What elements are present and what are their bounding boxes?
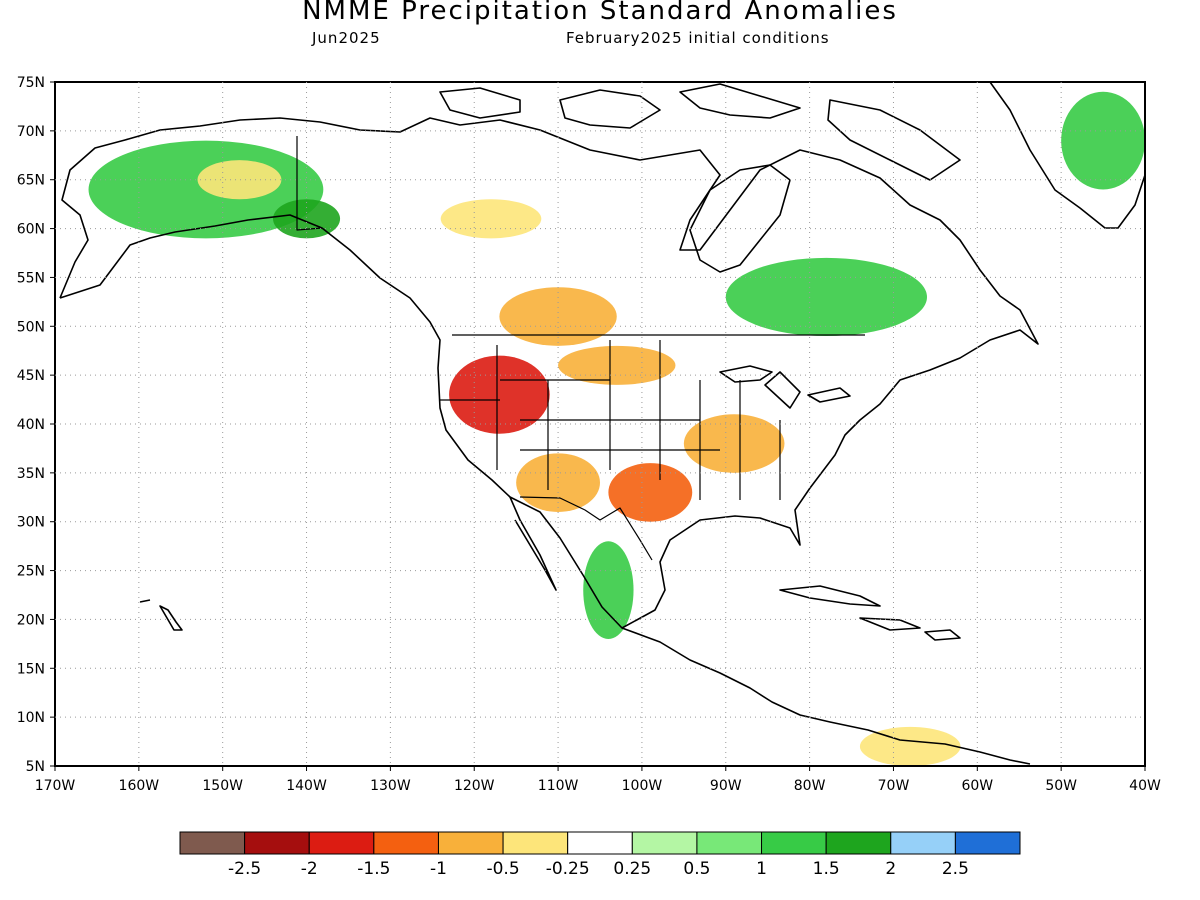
legend-swatch xyxy=(761,831,827,855)
baja-coast xyxy=(509,496,557,591)
lon-tick-label: 130W xyxy=(370,778,411,794)
anomaly-region xyxy=(725,257,928,337)
lon-tick-label: 110W xyxy=(538,778,579,794)
lon-tick-label: 100W xyxy=(622,778,663,794)
lon-tick-label: 160W xyxy=(119,778,160,794)
anomaly-region xyxy=(859,726,961,766)
legend-label: 2.5 xyxy=(942,859,969,879)
anomaly-region xyxy=(558,345,676,385)
legend-label: -2 xyxy=(301,859,318,879)
legend-label: -1.5 xyxy=(357,859,390,879)
longitude-axis: 170W 160W 150W 140W 130W 120W 110W 100W 90W 80W 70… xyxy=(35,766,1161,794)
anomaly-region xyxy=(683,414,785,473)
greenland-coast xyxy=(989,82,1145,229)
anomaly-region xyxy=(449,355,550,434)
lat-tick-label: 65N xyxy=(17,173,45,189)
coastlines xyxy=(59,82,1145,765)
anomaly-region xyxy=(499,287,617,346)
legend-label: -1 xyxy=(430,859,447,879)
legend-swatch xyxy=(631,831,698,855)
anomaly-region xyxy=(1061,91,1145,190)
initial-conditions: February2025 initial conditions xyxy=(566,29,830,47)
lon-tick-label: 60W xyxy=(961,778,993,794)
lon-tick-label: 120W xyxy=(454,778,495,794)
lat-tick-label: 5N xyxy=(26,759,45,775)
anomaly-region xyxy=(583,541,634,639)
legend-swatch xyxy=(373,831,439,855)
lat-tick-label: 60N xyxy=(17,222,45,238)
legend-swatch xyxy=(179,831,246,855)
lat-tick-label: 30N xyxy=(17,515,45,531)
forecast-month: Jun2025 xyxy=(312,29,381,47)
legend-label: -0.5 xyxy=(486,859,519,879)
lat-tick-label: 55N xyxy=(17,270,45,286)
hawaii xyxy=(139,599,183,631)
latitude-axis: 5N 10N 15N 20N 25N 30N 35N 40N 45N 50N 55N 60N 65N 70… xyxy=(17,75,55,775)
legend-swatch xyxy=(954,831,1021,855)
lat-tick-label: 45N xyxy=(17,368,45,384)
lon-tick-label: 50W xyxy=(1045,778,1077,794)
lon-tick-label: 70W xyxy=(878,778,910,794)
lat-tick-label: 70N xyxy=(17,124,45,140)
legend-label: 0.25 xyxy=(613,859,651,879)
lat-tick-label: 25N xyxy=(17,564,45,580)
lat-tick-label: 20N xyxy=(17,612,45,628)
lon-tick-label: 90W xyxy=(710,778,742,794)
lat-tick-label: 75N xyxy=(17,75,45,91)
north-america-coast xyxy=(59,117,1039,765)
lat-tick-label: 10N xyxy=(17,710,45,726)
lon-tick-label: 150W xyxy=(202,778,243,794)
legend-swatch xyxy=(244,831,310,855)
color-legend: -2.5 -2 -1.5 -1 -0.5 -0.25 0.25 0.5 1 1.5 2 2.5 xyxy=(179,831,1021,879)
anomaly-region xyxy=(197,160,282,200)
lon-tick-label: 140W xyxy=(286,778,327,794)
graticule xyxy=(55,82,1145,766)
legend-label: -2.5 xyxy=(228,859,261,879)
legend-label: 1.5 xyxy=(813,859,840,879)
lat-tick-label: 50N xyxy=(17,319,45,335)
legend-swatch xyxy=(825,831,892,855)
legend-swatch xyxy=(696,831,763,855)
lon-tick-label: 40W xyxy=(1129,778,1161,794)
legend-swatch xyxy=(308,831,375,855)
great-lakes xyxy=(719,365,851,409)
lat-tick-label: 40N xyxy=(17,417,45,433)
lat-tick-label: 15N xyxy=(17,661,45,677)
lon-tick-label: 170W xyxy=(35,778,76,794)
legend-label: 1 xyxy=(756,859,767,879)
legend-swatch xyxy=(890,831,956,855)
legend-label: -0.25 xyxy=(546,859,590,879)
legend-swatch xyxy=(502,831,569,855)
map-title: NMME Precipitation Standard Anomalies xyxy=(302,0,898,26)
legend-label: 0.5 xyxy=(683,859,710,879)
political-borders xyxy=(296,136,865,561)
lat-tick-label: 35N xyxy=(17,466,45,482)
anomaly-region xyxy=(608,463,693,522)
hudson-bay-coast xyxy=(689,164,791,273)
lon-tick-label: 80W xyxy=(794,778,826,794)
legend-swatch xyxy=(567,831,633,855)
arctic-islands xyxy=(439,83,961,181)
anomaly-region xyxy=(440,199,542,239)
legend-label: 2 xyxy=(885,859,896,879)
legend-swatch xyxy=(437,831,504,855)
